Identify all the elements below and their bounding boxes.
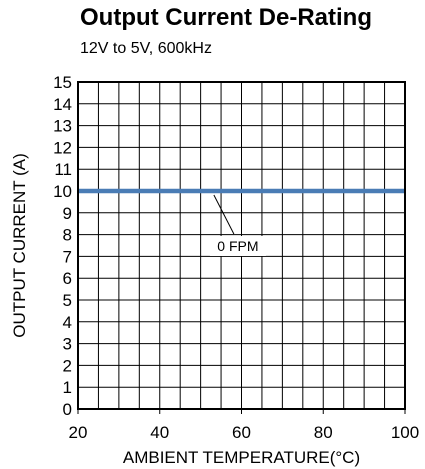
- x-tick-label: 100: [391, 423, 419, 442]
- y-tick-label: 0: [63, 400, 72, 419]
- chart-subtitle: 12V to 5V, 600kHz: [80, 40, 212, 57]
- x-tick-label: 60: [232, 423, 251, 442]
- y-tick-label: 11: [54, 160, 72, 179]
- y-tick-label: 14: [53, 95, 72, 114]
- annotation-group: 0 FPM: [209, 194, 266, 256]
- y-tick-label: 15: [53, 73, 72, 92]
- annotation-leader: [213, 194, 235, 235]
- y-tick-label: 3: [63, 335, 72, 354]
- y-tick-label: 9: [63, 204, 72, 223]
- y-tick-label: 7: [63, 247, 72, 266]
- plot-frame: [77, 81, 406, 410]
- x-tick-label: 40: [150, 423, 169, 442]
- x-tick-label: 80: [314, 423, 333, 442]
- y-tick-label: 4: [63, 313, 72, 332]
- chart-title: Output Current De-Rating: [80, 4, 372, 31]
- x-tick-labels: 20 40 60 80 100: [69, 409, 419, 442]
- y-tick-label: 6: [63, 269, 72, 288]
- y-tick-label: 5: [63, 291, 72, 310]
- y-axis-label: OUTPUT CURRENT (A): [10, 153, 29, 338]
- x-axis-label: AMBIENT TEMPERATURE(°C): [123, 448, 360, 467]
- y-tick-label: 8: [63, 226, 72, 245]
- y-tick-label: 1: [63, 378, 72, 397]
- y-tick-label: 2: [63, 356, 72, 375]
- y-tick-label: 10: [53, 182, 72, 201]
- annotation-label: 0 FPM: [217, 238, 258, 254]
- annotation-background: [209, 236, 266, 256]
- y-tick-label: 13: [53, 117, 72, 136]
- x-tick-label: 20: [69, 423, 88, 442]
- y-tick-label: 12: [53, 138, 72, 157]
